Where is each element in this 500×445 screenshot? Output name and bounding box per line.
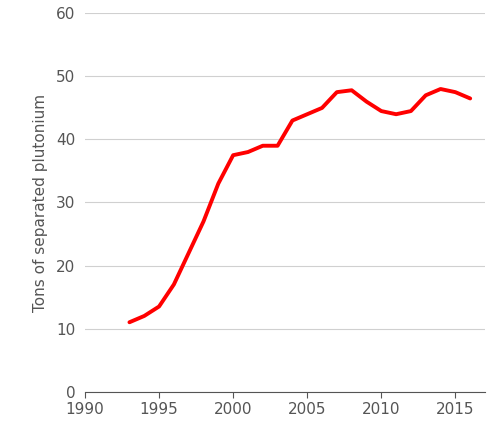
Y-axis label: Tons of separated plutonium: Tons of separated plutonium (32, 93, 48, 312)
